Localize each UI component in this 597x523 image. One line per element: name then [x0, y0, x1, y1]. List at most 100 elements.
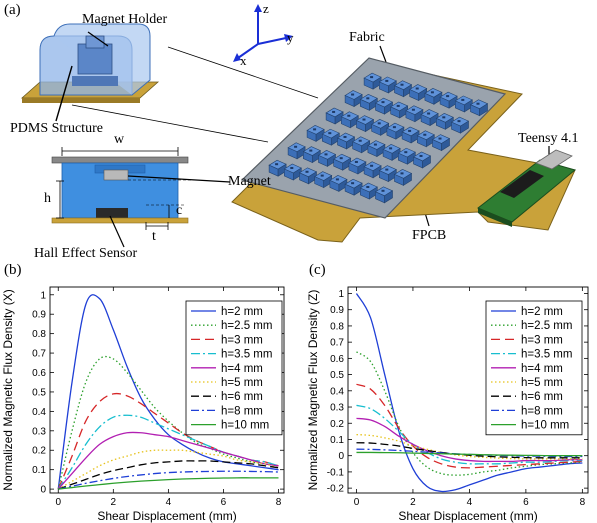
sensor-cube — [431, 134, 451, 152]
zoom-line-bottom — [71, 104, 269, 143]
y-tick-label: 0.3 — [32, 426, 46, 437]
series-line — [356, 417, 583, 463]
chart-z-flux: 0 2 4 6 8 -0.2 -0.1 0 0.1 0.2 0.3 0.4 0.5 0.6 0.7 0.8 0.… — [306, 286, 589, 523]
panel-a-label: (a) — [4, 2, 21, 18]
legend-entry: h=2 mm — [521, 306, 563, 318]
axis-label-x: x — [240, 53, 247, 68]
label-pdms-structure: PDMS Structure — [10, 121, 103, 136]
sensor-cube — [336, 132, 356, 150]
plot-frame — [347, 286, 589, 494]
legend-entry: h=10 mm — [521, 420, 569, 432]
sensor-cube — [412, 151, 432, 169]
series-line — [57, 294, 279, 490]
dim-label-c: c — [176, 203, 183, 218]
y-tick-label: 1 — [40, 290, 46, 301]
cross-section-diagram — [51, 147, 195, 230]
x-tick-label: 2 — [410, 497, 416, 508]
sensor-cube — [393, 169, 413, 186]
legend-entry: h=10 mm — [221, 420, 269, 432]
x-axis-label: Shear Displacement (mm) — [97, 509, 236, 523]
sensor-cube — [393, 80, 413, 98]
sensor-cube — [355, 115, 375, 133]
label-hall-sensor: Hall Effect Sensor — [34, 246, 138, 261]
legend-entry: h=3.5 mm — [521, 349, 572, 361]
y-tick-label: 0.7 — [32, 349, 46, 360]
series-line — [356, 451, 583, 457]
y-tick-label: 0.8 — [32, 329, 46, 340]
panel-c-label: (c) — [309, 262, 326, 278]
series-line — [57, 431, 279, 490]
sensor-cube — [401, 126, 420, 144]
sensor-unit-3d — [20, 23, 160, 103]
sensor-cube — [378, 76, 397, 94]
y-tick-label: 0 — [40, 485, 46, 496]
pointer-fabric — [379, 45, 387, 63]
legend-entry: h=4 mm — [221, 363, 263, 375]
sensor-cube — [344, 178, 363, 196]
series-line — [356, 404, 583, 465]
axis-label-y: y — [287, 30, 294, 45]
pointer-magnet — [127, 175, 231, 183]
x-tick-label: 6 — [221, 497, 227, 508]
plot-frame — [49, 286, 285, 494]
zoom-line-top — [167, 46, 319, 99]
legend-entry: h=6 mm — [221, 391, 263, 403]
axis-label-z: z — [263, 1, 269, 16]
x-tick-label: 2 — [111, 497, 117, 508]
legend-entry: h=6 mm — [521, 391, 563, 403]
sensor-cube — [416, 130, 435, 148]
sensor-cube — [302, 146, 321, 164]
pointer-hall — [109, 215, 125, 248]
label-fabric: Fabric — [349, 30, 385, 45]
sensor-cube — [374, 97, 394, 115]
y-axis-label: Normalized Magnetic Flux Density (Z) — [306, 290, 320, 491]
x-tick-label: 0 — [55, 497, 61, 508]
series-line — [58, 477, 279, 490]
legend-entry: h=5 mm — [221, 377, 263, 389]
chart-x-flux: 0 2 4 6 8 0 0.1 0.2 0.3 0.4 0.5 0.6 0.7 0.8 0.9 1 Shear … — [1, 286, 285, 523]
label-teensy: Teensy 4.1 — [518, 131, 579, 146]
y-tick-label: 0.1 — [330, 435, 344, 446]
sensor-cube — [317, 150, 337, 167]
sensor-cube — [314, 171, 333, 189]
x-tick-label: 4 — [467, 497, 473, 508]
x-tick-label: 0 — [354, 497, 360, 508]
sensor-cube — [340, 111, 359, 129]
label-magnet-holder: Magnet Holder — [82, 12, 168, 27]
series-line — [58, 460, 279, 490]
sensor-cube — [390, 101, 409, 119]
y-tick-label: -0.2 — [327, 484, 345, 495]
legend-entry: h=2.5 mm — [521, 320, 572, 332]
sensor-cube — [367, 140, 386, 158]
sensor-cube — [420, 109, 439, 127]
y-tick-label: 0.2 — [330, 419, 344, 430]
dim-label-t: t — [152, 229, 156, 244]
coordinate-axes — [233, 4, 293, 62]
sensor-cube — [287, 142, 306, 160]
x-tick-label: 4 — [166, 497, 172, 508]
sensor-cube — [359, 93, 378, 111]
series-line — [356, 383, 583, 469]
dim-label-h: h — [44, 191, 51, 206]
y-tick-label: 0.5 — [330, 370, 344, 381]
sensor-cube — [397, 147, 416, 165]
y-tick-label: -0.1 — [327, 467, 345, 478]
y-tick-label: 0.4 — [330, 386, 344, 397]
y-tick-label: 0.9 — [330, 305, 344, 316]
legend-entry: h=3.5 mm — [221, 349, 272, 361]
y-tick-label: 0.4 — [32, 407, 46, 418]
y-tick-label: 1 — [338, 289, 344, 300]
device-illustration — [20, 4, 577, 248]
sensor-cube — [298, 167, 318, 185]
series-line — [57, 449, 279, 490]
sensor-cube — [344, 90, 363, 108]
y-tick-label: 0.3 — [330, 403, 344, 414]
x-tick-label: 6 — [523, 497, 529, 508]
legend-entry: h=8 mm — [221, 405, 263, 417]
y-tick-label: 0.9 — [32, 310, 46, 321]
x-tick-label: 8 — [276, 497, 282, 508]
y-tick-label: 0.6 — [330, 354, 344, 365]
series-line — [356, 442, 583, 459]
label-magnet: Magnet — [228, 174, 271, 189]
sensor-cube — [378, 165, 397, 183]
